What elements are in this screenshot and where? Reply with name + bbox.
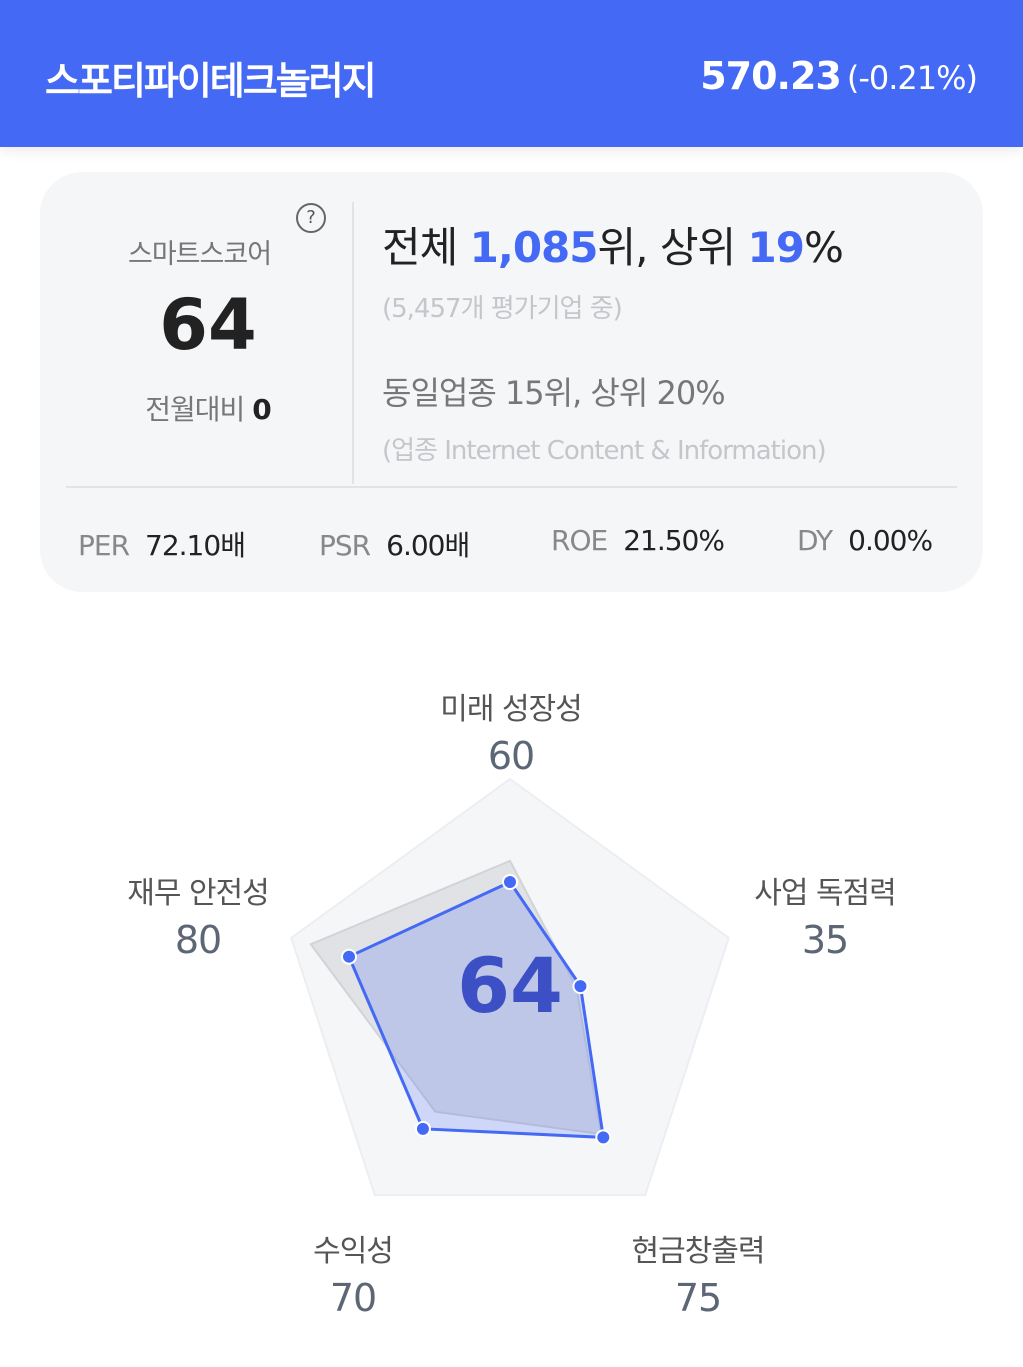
rank-value: 1,085 xyxy=(469,223,599,272)
month-over-month: 전월대비 0 xyxy=(40,388,376,428)
mom-label: 전월대비 xyxy=(145,393,245,426)
rank-prefix: 전체 xyxy=(382,223,470,272)
radar-center-score: 64 xyxy=(457,941,563,1030)
axis-value: 80 xyxy=(174,918,222,962)
axis-value: 60 xyxy=(487,734,535,778)
axis-name: 수익성 xyxy=(313,1234,394,1269)
metric-value: 0.00% xyxy=(848,524,933,557)
smart-score-label: 스마트스코어 xyxy=(128,239,272,270)
question-circle-icon[interactable]: ? xyxy=(296,203,326,233)
radar-point xyxy=(502,874,518,891)
metric-value: 72.10배 xyxy=(145,529,246,562)
axis-name: 현금창출력 xyxy=(631,1234,766,1269)
header: 스포티파이테크놀러지 570.23 (-0.21%) xyxy=(0,0,1023,147)
metric-dy: DY 0.00% xyxy=(797,524,933,557)
metric-key: ROE xyxy=(551,524,608,557)
axis-label-stability: 재무 안전성 80 xyxy=(78,868,318,962)
axis-value: 75 xyxy=(674,1276,722,1320)
metric-psr: PSR 6.00배 xyxy=(319,524,470,564)
price-value: 570.23 xyxy=(700,54,842,98)
axis-name: 사업 독점력 xyxy=(754,876,897,911)
radar-series-score xyxy=(347,880,606,1139)
axis-name: 미래 성장성 xyxy=(440,692,583,727)
axis-label-profitability: 수익성 70 xyxy=(233,1226,473,1320)
smart-score-value: 64 xyxy=(159,284,257,366)
stock-price: 570.23 (-0.21%) xyxy=(700,54,978,98)
axis-label-moat: 사업 독점력 35 xyxy=(705,868,945,962)
radar-point xyxy=(414,1120,431,1137)
metric-value: 21.50% xyxy=(623,524,725,557)
score-card: 스마트스코어 ? 64 전월대비 0 전체 1,085위, 상위 19% (5,… xyxy=(40,172,983,592)
radar-point xyxy=(341,948,358,965)
metric-key: DY xyxy=(797,524,833,557)
vertical-divider xyxy=(352,202,354,484)
radar-point xyxy=(595,1129,612,1146)
rank-subtext: (5,457개 평가기업 중) xyxy=(382,294,623,324)
axis-label-growth: 미래 성장성 60 xyxy=(391,684,631,778)
price-change: (-0.21%) xyxy=(846,59,978,97)
stock-title: 스포티파이테크놀러지 xyxy=(45,59,377,103)
axis-label-cashflow: 현금창출력 75 xyxy=(578,1226,818,1320)
horizontal-divider xyxy=(66,486,957,488)
radar-point xyxy=(572,978,589,995)
axis-value: 70 xyxy=(329,1276,377,1320)
rank-mid: 위, 상위 xyxy=(597,223,748,272)
industry-rank: 동일업종 15위, 상위 20% xyxy=(382,374,726,412)
axis-name: 재무 안전성 xyxy=(127,876,270,911)
mom-value: 0 xyxy=(252,393,272,426)
metric-per: PER 72.10배 xyxy=(78,524,246,564)
rank-percent: 19 xyxy=(747,223,804,272)
overall-rank: 전체 1,085위, 상위 19% xyxy=(382,214,844,275)
metric-value: 6.00배 xyxy=(386,529,470,562)
axis-value: 35 xyxy=(801,918,849,962)
metric-key: PSR xyxy=(319,529,371,562)
industry-name: (업종 Internet Content & Information) xyxy=(382,436,827,466)
rank-suffix: % xyxy=(803,223,844,272)
metric-roe: ROE 21.50% xyxy=(551,524,725,557)
metric-key: PER xyxy=(78,529,130,562)
